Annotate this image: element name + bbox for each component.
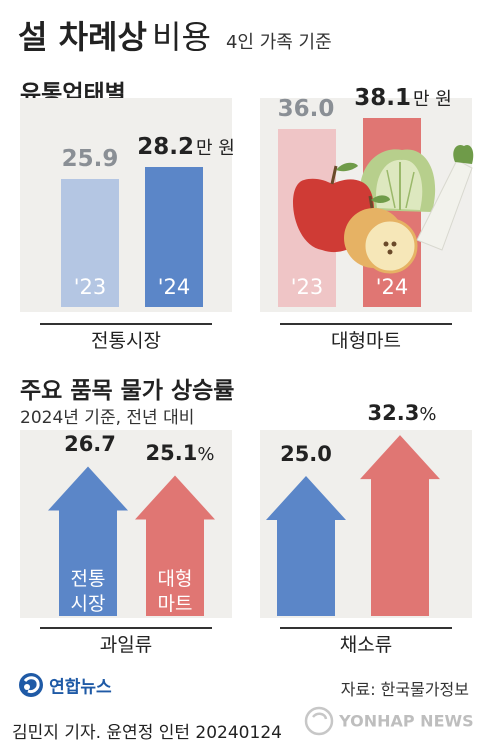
watermark-text: YONHAP NEWS xyxy=(339,711,474,731)
value-label-traditional-2024: 28.2 만 원 xyxy=(137,134,235,161)
divider-traditional xyxy=(40,323,212,325)
divider-vegetable xyxy=(280,627,452,629)
arrow-fruit-traditional xyxy=(48,466,128,616)
group-label-traditional-market: 전통시장 xyxy=(91,330,161,352)
yonhap-logo-icon xyxy=(19,673,43,697)
divider-fruit xyxy=(40,627,212,629)
arrow-label-mart: 대형 마트 xyxy=(157,568,193,615)
title-suffix: 비용 xyxy=(152,18,211,56)
watermark-logo-icon xyxy=(304,706,334,736)
year-label: '23 xyxy=(290,274,324,299)
section2-note: 2024년 기준, 전년 대비 xyxy=(20,408,195,428)
year-label: '23 xyxy=(73,274,107,299)
value-label-fruit-traditional: 26.7 xyxy=(64,432,116,457)
radish-icon xyxy=(416,144,474,251)
divider-mart xyxy=(280,323,452,325)
year-label: '24 xyxy=(157,274,191,299)
page-title: 설 차례상 비용 4인 가족 기준 xyxy=(18,12,332,58)
logo: 연합뉴스 xyxy=(18,672,112,698)
value-label-vegetable-mart: 32.3% xyxy=(367,401,437,426)
arrow-fruit-mart xyxy=(135,475,215,616)
pear-icon xyxy=(344,195,418,274)
title-main: 설 차례상 xyxy=(18,18,147,56)
value-label-mart-2024: 38.1 만 원 xyxy=(354,85,452,112)
bar-traditional-2024: '24 xyxy=(145,167,203,307)
source: 자료: 한국물가정보 xyxy=(340,680,469,699)
produce-illustration xyxy=(292,144,474,274)
section2-title: 주요 품목 물가 상승률 xyxy=(20,378,235,404)
credit: 김민지 기자. 윤연정 인턴 20240124 xyxy=(12,723,282,743)
watermark: YONHAP NEWS xyxy=(304,706,474,736)
logo-text: 연합뉴스 xyxy=(49,677,112,698)
title-subtitle: 4인 가족 기준 xyxy=(225,32,332,53)
value-label-traditional-2023: 25.9 xyxy=(61,145,119,172)
value-label-vegetable-traditional: 25.0 xyxy=(280,442,332,466)
group-label-vegetable: 채소류 xyxy=(339,634,393,656)
value-label-mart-2023: 36.0 xyxy=(277,95,335,122)
year-label: '24 xyxy=(375,274,409,299)
arrow-vegetable-mart xyxy=(360,435,440,616)
group-label-large-mart: 대형마트 xyxy=(331,330,401,352)
value-label-fruit-mart: 25.1% xyxy=(145,441,215,466)
bar-traditional-2023: '23 xyxy=(61,178,119,307)
arrow-vegetable-traditional xyxy=(266,476,346,616)
arrow-label-traditional: 전통 시장 xyxy=(70,568,106,615)
group-label-fruit: 과일류 xyxy=(99,634,153,656)
